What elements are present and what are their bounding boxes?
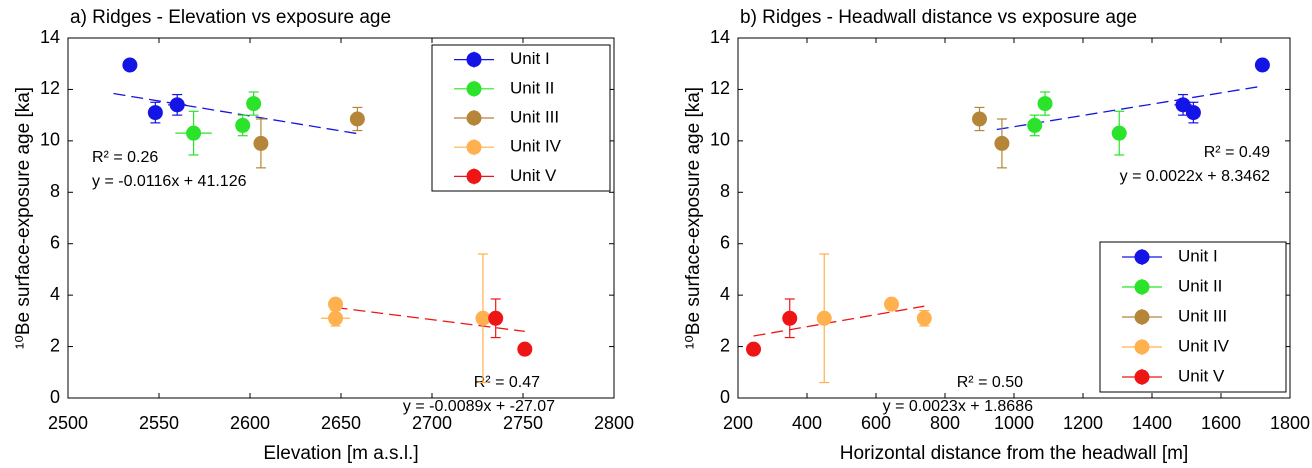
legend-label: Unit V bbox=[1178, 366, 1225, 385]
y-tick-label: 10 bbox=[40, 130, 60, 150]
legend-marker bbox=[1134, 339, 1150, 355]
y-tick-label: 2 bbox=[720, 335, 730, 355]
legend-marker bbox=[466, 110, 482, 126]
x-tick-label: 2600 bbox=[230, 413, 270, 433]
point bbox=[1185, 105, 1201, 121]
legend-marker bbox=[466, 52, 482, 68]
point bbox=[517, 341, 533, 357]
y-tick-label: 0 bbox=[50, 387, 60, 407]
point bbox=[475, 310, 491, 326]
x-tick-label: 400 bbox=[792, 413, 822, 433]
point bbox=[186, 125, 202, 141]
x-tick-label: 1600 bbox=[1201, 413, 1241, 433]
point bbox=[972, 111, 987, 127]
y-tick-label: 6 bbox=[50, 232, 60, 252]
chart-title: a) Ridges - Elevation vs exposure age bbox=[70, 7, 391, 28]
x-tick-label: 2800 bbox=[594, 413, 634, 433]
point bbox=[816, 310, 832, 326]
y-tick-label: 2 bbox=[50, 335, 60, 355]
point bbox=[1175, 97, 1191, 113]
point bbox=[746, 341, 762, 357]
y-tick-label: 8 bbox=[720, 181, 730, 201]
fit-r2: R² = 0.50 bbox=[957, 374, 1023, 391]
fit-r2: R² = 0.49 bbox=[1204, 144, 1270, 161]
point bbox=[916, 310, 932, 326]
point bbox=[782, 310, 798, 326]
point bbox=[328, 310, 344, 326]
fit-equation: y = 0.0023x + 1.8686 bbox=[883, 398, 1033, 415]
point bbox=[1254, 57, 1270, 73]
point bbox=[235, 117, 251, 133]
y-tick-label: 14 bbox=[710, 27, 730, 47]
point bbox=[349, 111, 365, 127]
legend-label: Unit IV bbox=[510, 137, 562, 156]
fit-equation: y = 0.0022x + 8.3462 bbox=[1120, 168, 1270, 185]
x-tick-label: 1200 bbox=[1063, 413, 1103, 433]
y-tick-label: 4 bbox=[50, 284, 60, 304]
x-tick-label: 200 bbox=[723, 413, 753, 433]
y-tick-label: 10 bbox=[710, 130, 730, 150]
y-axis-label: ¹⁰Be surface-exposure age [ka] bbox=[13, 87, 34, 349]
legend-marker bbox=[1134, 369, 1150, 385]
legend-label: Unit III bbox=[1178, 306, 1227, 325]
x-tick-label: 1800 bbox=[1270, 413, 1310, 433]
legend-marker bbox=[1134, 279, 1150, 295]
point bbox=[884, 296, 900, 312]
legend-marker bbox=[1134, 249, 1150, 265]
fit-r2: R² = 0.47 bbox=[474, 374, 540, 391]
legend-marker bbox=[466, 168, 482, 184]
x-tick-label: 2500 bbox=[48, 413, 88, 433]
legend-label: Unit V bbox=[510, 166, 557, 185]
legend-label: Unit II bbox=[1178, 276, 1222, 295]
y-tick-label: 8 bbox=[50, 181, 60, 201]
legend-label: Unit I bbox=[1178, 246, 1218, 265]
point bbox=[488, 310, 504, 326]
x-axis-label: Elevation [m a.s.l.] bbox=[263, 443, 418, 464]
x-tick-label: 2550 bbox=[139, 413, 179, 433]
point bbox=[1027, 117, 1043, 133]
y-tick-label: 0 bbox=[720, 387, 730, 407]
legend-marker bbox=[466, 81, 482, 97]
point bbox=[994, 135, 1010, 151]
legend-label: Unit IV bbox=[1178, 336, 1230, 355]
x-tick-label: 2650 bbox=[321, 413, 361, 433]
y-tick-label: 14 bbox=[40, 27, 60, 47]
y-tick-label: 12 bbox=[710, 78, 730, 98]
point bbox=[169, 97, 185, 113]
point bbox=[246, 96, 262, 112]
x-tick-label: 2700 bbox=[412, 413, 452, 433]
x-tick-label: 1400 bbox=[1132, 413, 1172, 433]
x-tick-label: 800 bbox=[930, 413, 960, 433]
fit-line bbox=[753, 305, 925, 337]
point bbox=[328, 296, 344, 312]
legend-label: Unit III bbox=[510, 107, 559, 126]
fit-line bbox=[113, 92, 360, 135]
x-tick-label: 2750 bbox=[503, 413, 543, 433]
y-tick-label: 12 bbox=[40, 78, 60, 98]
point bbox=[253, 135, 269, 151]
point bbox=[1111, 125, 1127, 141]
x-tick-label: 1000 bbox=[994, 413, 1034, 433]
chart-title: b) Ridges - Headwall distance vs exposur… bbox=[740, 7, 1137, 28]
fit-equation: y = -0.0089x + -27.07 bbox=[403, 398, 555, 415]
point bbox=[122, 57, 138, 73]
point bbox=[1037, 96, 1053, 112]
legend-label: Unit I bbox=[510, 49, 550, 68]
x-axis-label: Horizontal distance from the headwall [m… bbox=[840, 443, 1189, 464]
point bbox=[147, 105, 163, 121]
fit-line bbox=[335, 306, 525, 333]
y-tick-label: 4 bbox=[720, 284, 730, 304]
y-axis-label: ¹⁰Be surface-exposure age [ka] bbox=[683, 87, 704, 349]
x-tick-label: 600 bbox=[861, 413, 891, 433]
fit-equation: y = -0.0116x + 41.126 bbox=[92, 173, 247, 190]
legend-label: Unit II bbox=[510, 78, 554, 97]
y-tick-label: 6 bbox=[720, 232, 730, 252]
legend-marker bbox=[466, 139, 482, 155]
legend-marker bbox=[1134, 309, 1150, 325]
fit-r2: R² = 0.26 bbox=[92, 149, 158, 166]
